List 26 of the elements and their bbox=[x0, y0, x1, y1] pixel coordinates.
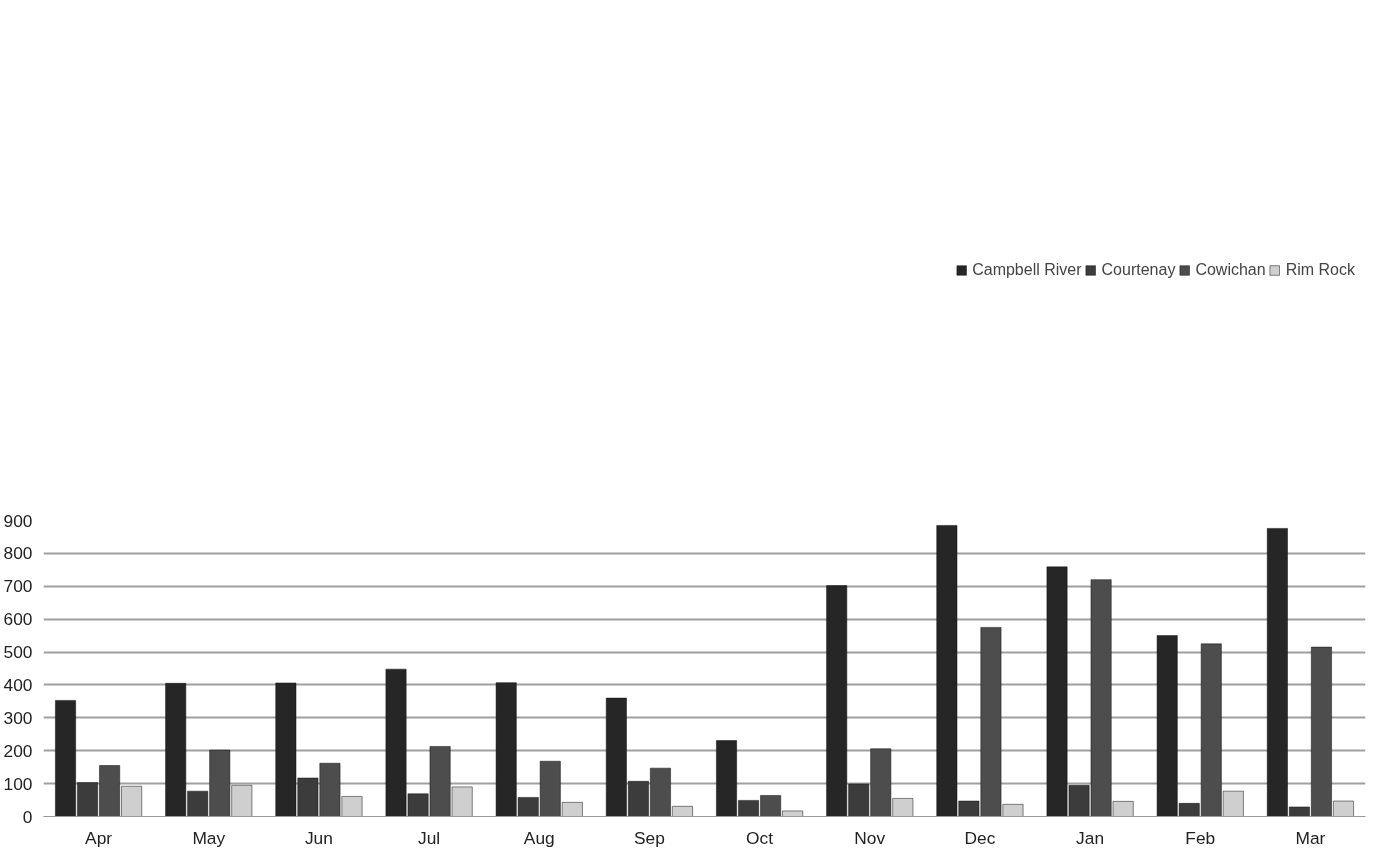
x-tick-label: Jun bbox=[304, 827, 333, 848]
y-tick-label: 800 bbox=[3, 543, 33, 564]
x-tick-label: Dec bbox=[964, 827, 996, 848]
y-tick-label: 100 bbox=[3, 773, 33, 794]
y-tick-label: 0 bbox=[22, 806, 33, 827]
y-tick-label: 300 bbox=[3, 707, 33, 728]
legend-label: Campbell River bbox=[972, 261, 1082, 279]
y-tick-label: 500 bbox=[3, 642, 33, 663]
legend-label: Courtenay bbox=[1101, 261, 1176, 279]
y-tick-label: 900 bbox=[3, 510, 33, 531]
y-tick-label: 700 bbox=[3, 576, 33, 597]
x-tick-label: Apr bbox=[85, 827, 113, 848]
x-tick-label: Sep bbox=[634, 827, 665, 848]
x-tick-label: Jul bbox=[418, 827, 441, 848]
x-tick-label: Oct bbox=[746, 827, 774, 848]
y-tick-label: 600 bbox=[3, 609, 33, 630]
y-tick-label: 400 bbox=[3, 674, 33, 695]
y-tick-label: 200 bbox=[3, 740, 33, 761]
x-tick-label: Aug bbox=[523, 827, 555, 848]
x-tick-label: Jan bbox=[1076, 827, 1105, 848]
x-tick-label: May bbox=[192, 827, 226, 848]
x-tick-label: Nov bbox=[854, 827, 886, 848]
x-tick-label: Feb bbox=[1185, 827, 1216, 848]
legend-label: Cowichan bbox=[1195, 261, 1266, 279]
x-tick-label: Mar bbox=[1295, 827, 1326, 848]
legend-label: Rim Rock bbox=[1285, 261, 1355, 279]
